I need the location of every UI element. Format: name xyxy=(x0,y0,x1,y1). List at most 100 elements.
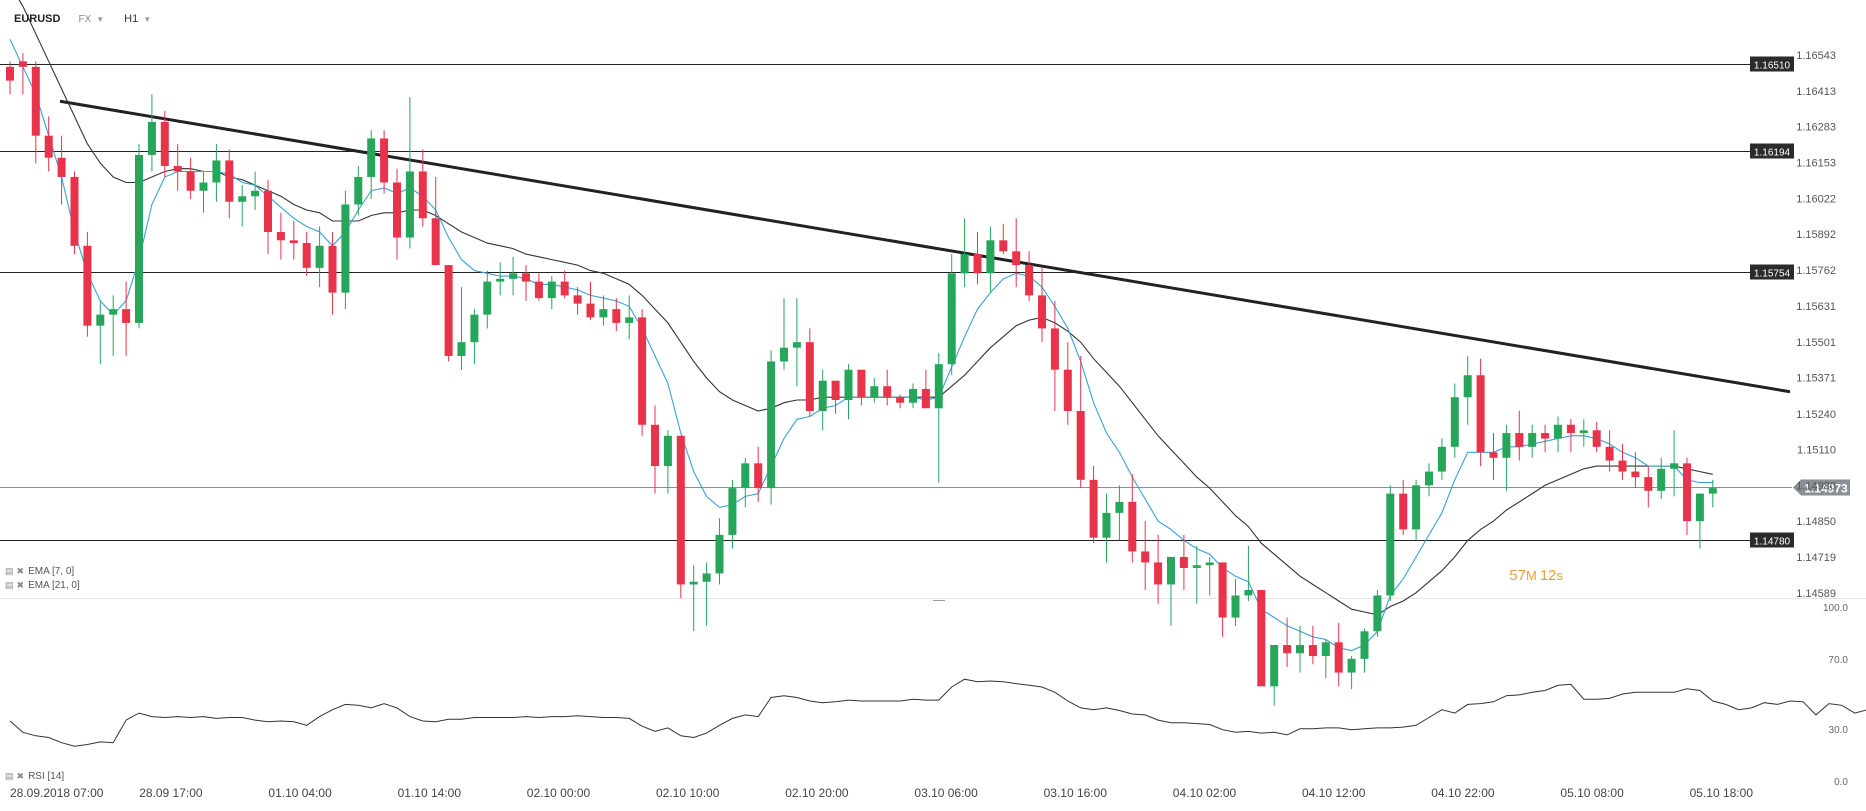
candle-bear xyxy=(1618,460,1627,472)
candle-bull xyxy=(702,573,711,582)
candle-bull xyxy=(1231,595,1240,618)
remove-icon[interactable]: ✖ xyxy=(16,771,25,781)
countdown-seconds: 12 xyxy=(1539,567,1557,584)
market-dropdown-chevron-icon[interactable]: ▼ xyxy=(96,14,105,24)
candle-bear xyxy=(225,160,234,202)
legend-rsi: ▤ ✖ RSI [14] xyxy=(5,771,64,782)
candle-bull xyxy=(1115,501,1124,513)
candle-bear xyxy=(31,66,40,136)
candle-bull xyxy=(1167,556,1175,585)
candle-bull xyxy=(1670,463,1679,469)
time-tick-label: 05.10 18:00 xyxy=(1690,786,1754,800)
candle-bear xyxy=(122,309,131,323)
candle-bear xyxy=(1089,479,1098,538)
price-tick-label: 1.14589 xyxy=(1796,588,1836,600)
level-label: 1.16194 xyxy=(1754,148,1791,159)
candle-bear xyxy=(44,135,53,158)
candle-bear xyxy=(560,281,569,296)
market-label[interactable]: FX xyxy=(78,13,92,25)
candle-bull xyxy=(1450,397,1459,447)
settings-icon[interactable]: ▤ xyxy=(5,566,14,576)
settings-icon[interactable]: ▤ xyxy=(5,580,14,590)
countdown-seconds-unit: s xyxy=(1556,568,1564,583)
timeframe-label[interactable]: H1 xyxy=(124,13,139,25)
candle-bear xyxy=(70,176,79,246)
candle-bull xyxy=(212,160,221,183)
candle-bull xyxy=(1373,595,1382,632)
candle-bull xyxy=(1386,493,1395,596)
candle-bear xyxy=(57,157,66,177)
candle-bear xyxy=(186,171,195,191)
candle-bear xyxy=(380,138,389,183)
candle-bull xyxy=(780,347,788,362)
time-tick-label: 02.10 10:00 xyxy=(656,786,720,800)
candle-bear xyxy=(1308,645,1317,657)
candle-bull xyxy=(818,380,827,412)
price-tick-label: 1.16022 xyxy=(1796,193,1836,205)
rsi-tick-label: 100.0 xyxy=(1823,603,1848,614)
candle-bear xyxy=(1063,369,1072,412)
level-label-bg xyxy=(1750,532,1794,548)
candle-bear xyxy=(586,303,595,318)
time-tick-label: 28.09 17:00 xyxy=(139,786,203,800)
countdown-minutes: 57 xyxy=(1509,567,1526,584)
candle-bear xyxy=(1050,328,1059,370)
candle-bear xyxy=(1592,430,1601,447)
level-label-bg xyxy=(1750,264,1794,280)
rsi-tick-label: 0.0 xyxy=(1834,777,1848,788)
candle-bear xyxy=(1541,433,1550,439)
candle-bear xyxy=(754,463,763,489)
time-tick-label: 01.10 04:00 xyxy=(268,786,332,800)
candle-bull xyxy=(909,388,917,403)
timeframe-dropdown-chevron-icon[interactable]: ▼ xyxy=(143,14,152,24)
candle-bear xyxy=(896,397,905,403)
candle-bull xyxy=(199,182,208,191)
price-tick-label: 1.15501 xyxy=(1796,337,1836,349)
axes-layer: 1.16543 1.16413 1.16283 1.16153 1.16022 1.158… xyxy=(10,50,1836,800)
candle-bear xyxy=(1257,589,1266,687)
candle-bull xyxy=(1270,645,1279,687)
rsi-layer: 100.0 70.0 30.0 0.0 xyxy=(9,603,1866,788)
candle-bear xyxy=(1566,424,1575,434)
time-tick-label: 04.10 22:00 xyxy=(1431,786,1495,800)
candle-bull xyxy=(934,364,943,409)
candle-bull xyxy=(792,342,801,348)
time-tick-label: 03.10 06:00 xyxy=(914,786,978,800)
candle-bear xyxy=(534,281,543,299)
symbol-label[interactable]: EURUSD xyxy=(14,13,61,25)
candle-bear xyxy=(999,240,1008,252)
candle-bull xyxy=(715,534,724,574)
candle-bear xyxy=(1179,556,1188,568)
time-tick-label: 02.10 20:00 xyxy=(785,786,849,800)
candle-bull xyxy=(341,204,350,293)
price-tick-label: 1.14719 xyxy=(1796,552,1836,564)
candle-bull xyxy=(1657,468,1666,491)
legend-ema21: ▤ ✖ EMA [21, 0] xyxy=(5,580,80,591)
candle-bull xyxy=(1579,430,1588,434)
trendline xyxy=(59,99,1791,394)
remove-icon[interactable]: ✖ xyxy=(16,566,25,576)
price-tick-label: 1.15240 xyxy=(1796,409,1836,421)
candle-bear xyxy=(1012,251,1021,266)
remove-icon[interactable]: ✖ xyxy=(16,580,25,590)
candle-bear xyxy=(1038,295,1046,329)
settings-icon[interactable]: ▤ xyxy=(5,771,14,781)
time-tick-label: 02.10 00:00 xyxy=(527,786,591,800)
candle-bear xyxy=(1218,562,1227,618)
candle-bull xyxy=(947,273,956,365)
candle-bull xyxy=(1695,493,1704,522)
candle-bull xyxy=(315,245,324,268)
candle-bear xyxy=(393,182,401,238)
candle-bull xyxy=(870,386,879,398)
candle-bull xyxy=(354,176,363,205)
price-tick-label: 1.15762 xyxy=(1796,265,1836,277)
horizontal-levels: 1.16510 1.16194 1.15754 1.14780 1.14973 xyxy=(0,56,1850,548)
legend-rsi-label: RSI [14] xyxy=(28,771,65,782)
candle-bull xyxy=(509,273,518,279)
legend-ema7: ▤ ✖ EMA [7, 0] xyxy=(5,566,74,577)
candle-bull xyxy=(844,369,853,400)
candle-bear xyxy=(522,273,530,282)
current-price-label: 1.14973 xyxy=(1804,482,1848,496)
candle-bear xyxy=(173,165,182,172)
